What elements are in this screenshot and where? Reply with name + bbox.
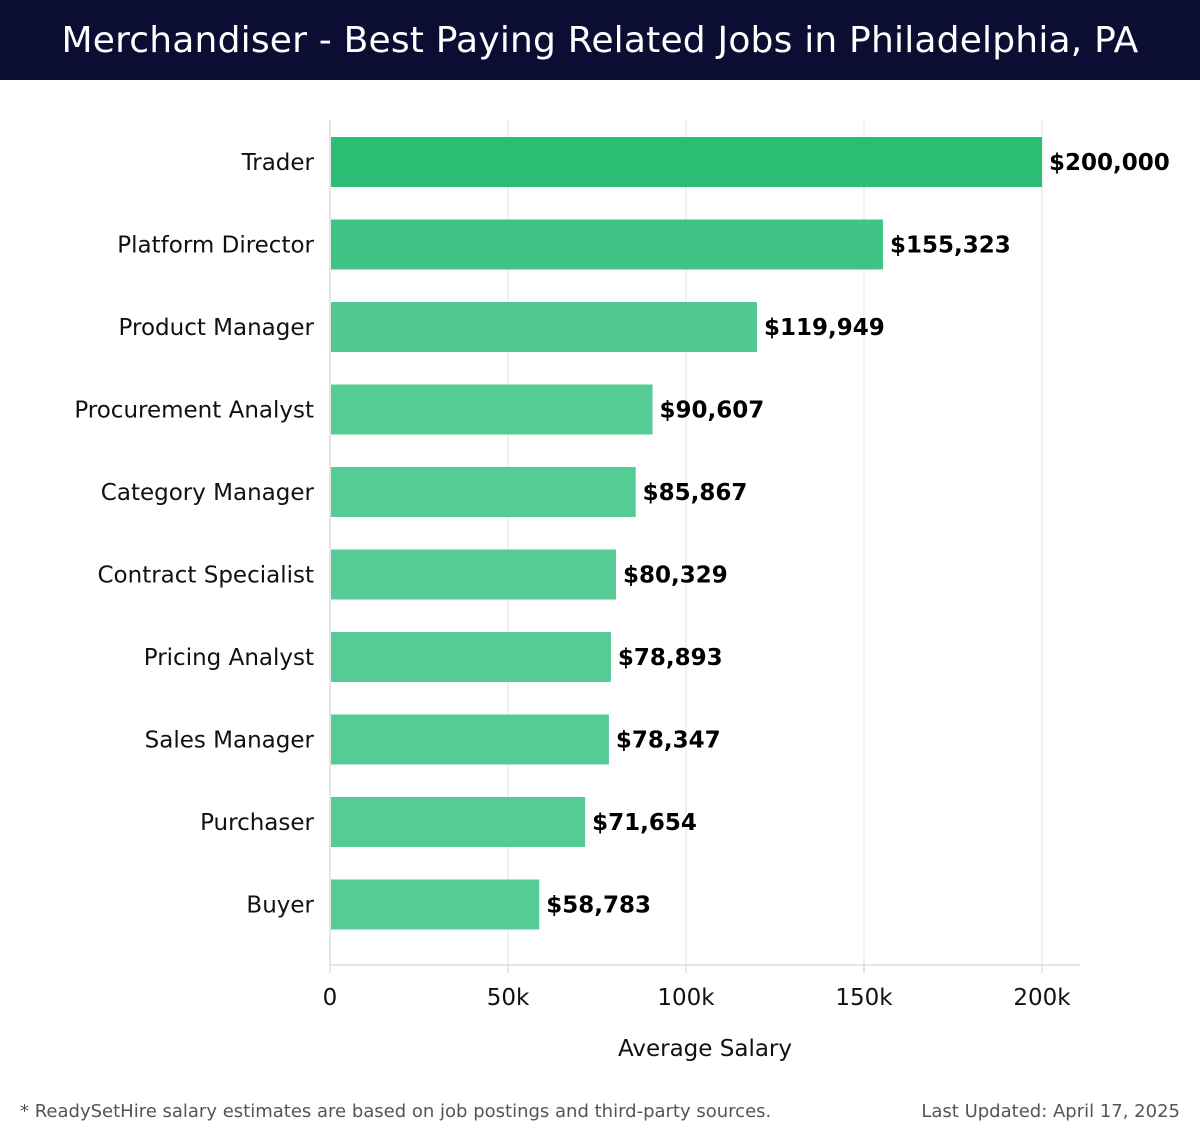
bar-purchaser xyxy=(331,797,586,847)
salary-bar-chart: 0 50k 100k 150k 200k Trader $200,000 Platform D… xyxy=(74,120,1170,1062)
bar-contract-specialist xyxy=(331,549,616,600)
bar-category-manager xyxy=(331,467,636,517)
value-label: $119,949 xyxy=(764,315,885,341)
chart-title: Merchandiser - Best Paying Related Jobs … xyxy=(61,19,1139,61)
value-label: $80,329 xyxy=(623,563,728,589)
bar-sales-manager xyxy=(331,714,609,765)
category-label: Buyer xyxy=(246,893,314,919)
bar-product-manager xyxy=(331,302,758,352)
category-label: Purchaser xyxy=(200,810,314,836)
bar-procurement-analyst xyxy=(331,384,653,435)
last-updated: Last Updated: April 17, 2025 xyxy=(921,1101,1180,1122)
bars xyxy=(331,137,1042,930)
value-label: $90,607 xyxy=(660,398,765,424)
category-label: Sales Manager xyxy=(145,728,315,754)
value-label: $200,000 xyxy=(1049,150,1170,176)
category-label: Product Manager xyxy=(119,315,315,341)
category-label: Trader xyxy=(241,150,315,176)
category-label: Platform Director xyxy=(117,233,314,259)
bar-trader xyxy=(331,137,1042,187)
bar-pricing-analyst xyxy=(331,632,611,682)
value-label: $78,893 xyxy=(618,645,723,671)
value-label: $58,783 xyxy=(546,893,651,919)
bar-buyer xyxy=(331,879,540,930)
x-tick-label: 200k xyxy=(1013,985,1071,1011)
x-tick-label: 0 xyxy=(323,985,338,1011)
x-axis-title: Average Salary xyxy=(618,1036,792,1062)
value-label: $155,323 xyxy=(890,233,1011,259)
category-label: Procurement Analyst xyxy=(74,398,314,424)
footer-note: * ReadySetHire salary estimates are base… xyxy=(20,1101,772,1122)
category-label: Pricing Analyst xyxy=(144,645,314,671)
value-label: $71,654 xyxy=(592,810,697,836)
x-tick-label: 50k xyxy=(487,985,530,1011)
x-tick-label: 150k xyxy=(835,985,893,1011)
x-tick-label: 100k xyxy=(657,985,715,1011)
category-label: Category Manager xyxy=(101,480,315,506)
chart-header: Merchandiser - Best Paying Related Jobs … xyxy=(0,0,1200,80)
value-label: $78,347 xyxy=(616,728,721,754)
axes: 0 50k 100k 150k 200k Trader $200,000 Platform D… xyxy=(74,120,1170,1011)
bar-platform-director xyxy=(331,219,883,270)
category-label: Contract Specialist xyxy=(97,563,314,589)
value-label: $85,867 xyxy=(643,480,748,506)
